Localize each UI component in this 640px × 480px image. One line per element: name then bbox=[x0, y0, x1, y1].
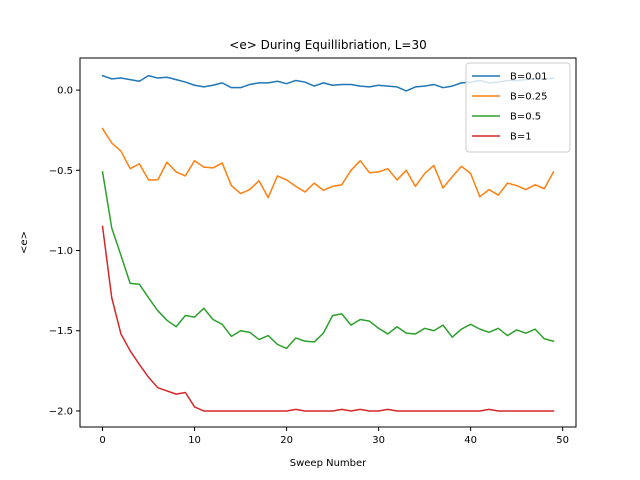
y-axis: 0.0 −0.5 −1.0 −1.5 −2.0 bbox=[49, 86, 80, 417]
series-line-1 bbox=[101, 127, 555, 199]
legend-label-3: B=1 bbox=[510, 132, 532, 143]
legend: B=0.01 B=0.25 B=0.5 B=1 bbox=[465, 62, 571, 153]
chart-title: <e> During Equillibriation, L=30 bbox=[229, 38, 426, 52]
legend-box bbox=[465, 62, 571, 153]
x-axis: 0 10 20 30 40 50 bbox=[99, 427, 569, 446]
legend-label-1: B=0.25 bbox=[510, 92, 548, 103]
legend-label-0: B=0.01 bbox=[510, 72, 548, 83]
x-tick-label: 40 bbox=[464, 435, 477, 446]
x-tick-label: 30 bbox=[372, 435, 385, 446]
series-line-2 bbox=[101, 171, 555, 350]
y-axis-title: <e> bbox=[19, 231, 30, 254]
y-tick-label: −2.0 bbox=[49, 406, 73, 417]
x-tick-label: 50 bbox=[556, 435, 569, 446]
x-axis-title: Sweep Number bbox=[290, 458, 367, 469]
legend-label-2: B=0.5 bbox=[510, 112, 541, 123]
x-tick-label: 20 bbox=[280, 435, 293, 446]
y-tick-label: −1.5 bbox=[49, 326, 73, 337]
y-tick-label: −1.0 bbox=[49, 246, 73, 257]
y-tick-label: 0.0 bbox=[57, 86, 73, 97]
series-line-3 bbox=[101, 225, 555, 412]
y-tick-label: −0.5 bbox=[49, 166, 73, 177]
axes-frame bbox=[79, 57, 577, 428]
x-tick-label: 10 bbox=[188, 435, 201, 446]
x-tick-label: 0 bbox=[99, 435, 105, 446]
